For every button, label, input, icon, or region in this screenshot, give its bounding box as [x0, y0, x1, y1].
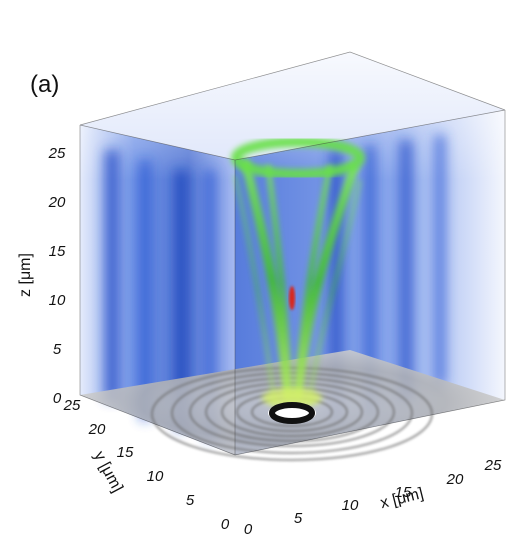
- z-tick: 0: [53, 390, 62, 407]
- beam-cone: [231, 137, 365, 408]
- z-tick: 20: [48, 194, 66, 211]
- z-axis-label: z [μm]: [17, 253, 34, 297]
- x-tick: 20: [446, 471, 464, 488]
- z-tick: 5: [53, 341, 62, 358]
- floor-interference-rings: [151, 367, 433, 461]
- x-axis-label: x [μm]: [379, 485, 426, 512]
- y-tick: 0: [221, 516, 230, 533]
- y-tick: 20: [88, 421, 106, 438]
- z-tick: 15: [49, 243, 66, 260]
- x-tick: 10: [342, 497, 359, 514]
- x-axis: 0 5 10 15 20 25 x [μm]: [244, 457, 502, 538]
- z-tick: 25: [48, 145, 66, 162]
- x-tick: 25: [484, 457, 502, 474]
- aperture-ring: [268, 402, 316, 424]
- y-tick: 5: [186, 492, 195, 509]
- x-tick: 0: [244, 521, 253, 538]
- x-tick: 5: [294, 510, 303, 527]
- panel-label: (a): [30, 71, 59, 98]
- z-axis: 0 5 10 15 20 25 z [μm]: [17, 145, 66, 407]
- box-edges: [79, 51, 506, 456]
- y-tick: 25: [63, 397, 81, 414]
- y-tick: 15: [117, 444, 134, 461]
- focus-spot: [289, 286, 295, 310]
- z-tick: 10: [49, 292, 66, 309]
- x-tick: 15: [395, 484, 412, 501]
- y-tick: 10: [147, 468, 164, 485]
